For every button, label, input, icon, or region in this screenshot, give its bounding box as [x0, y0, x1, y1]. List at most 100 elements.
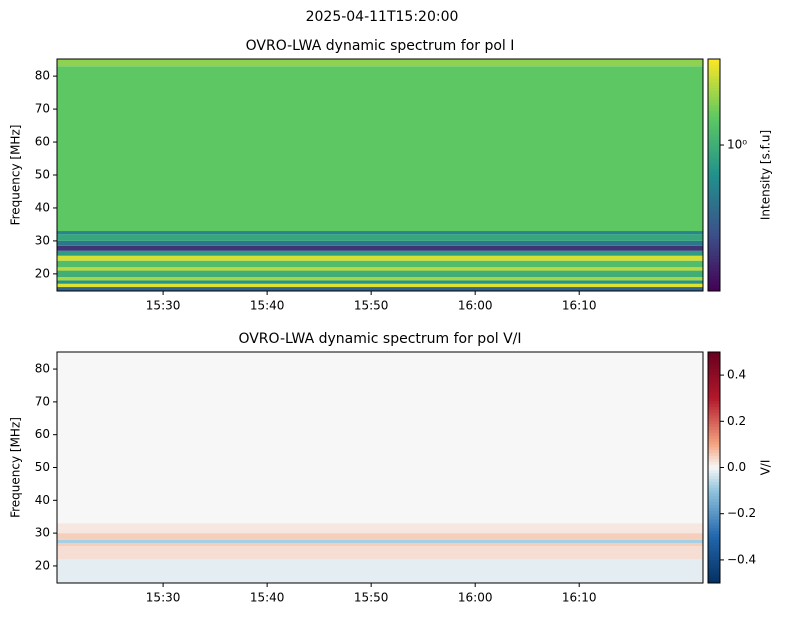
colorbar-cell — [708, 531, 720, 535]
colorbar-cell — [708, 73, 720, 77]
colorbar-cell — [708, 525, 720, 529]
spectrum-band — [57, 231, 703, 235]
colorbar-cell — [708, 148, 720, 153]
colorbar-cell — [708, 273, 720, 277]
colorbar-cell — [708, 409, 720, 414]
y-tick-label: 50 — [35, 460, 50, 474]
colorbar-cell — [708, 363, 720, 367]
colorbar-cell — [708, 146, 720, 150]
colorbar-cell — [708, 479, 720, 483]
x-tick-label: 15:30 — [146, 299, 181, 313]
colorbar-cell — [708, 447, 720, 451]
colorbar-cell — [708, 580, 720, 584]
colorbar-cell — [708, 383, 720, 388]
colorbar-cell — [708, 204, 720, 208]
colorbar-cell — [708, 499, 720, 503]
colorbar-cell — [708, 183, 720, 188]
colorbar-cell — [708, 502, 720, 506]
colorbar-cell — [708, 82, 720, 86]
spectrum-band — [57, 245, 703, 251]
colorbar-cell — [708, 551, 720, 555]
spectrum-band — [57, 546, 703, 560]
colorbar-cell — [708, 244, 720, 248]
colorbar-cell — [708, 476, 720, 480]
colorbar-cell — [708, 195, 720, 199]
colorbar-cell — [708, 79, 720, 83]
colorbar-cell — [708, 128, 720, 132]
colorbar-tick-label: 0.0 — [727, 460, 746, 474]
colorbar-cell — [708, 369, 720, 373]
colorbar-cell — [708, 375, 720, 379]
y-tick-label: 80 — [35, 69, 50, 83]
y-tick-label: 60 — [35, 427, 50, 441]
colorbar-cell — [708, 455, 720, 460]
colorbar-cell — [708, 427, 720, 431]
colorbar-cell — [708, 264, 720, 269]
colorbar-cell — [708, 542, 720, 546]
colorbar-cell — [708, 548, 720, 552]
colorbar-cell — [708, 435, 720, 440]
colorbar-cell — [708, 444, 720, 448]
colorbar-cell — [708, 212, 720, 217]
y-tick-label: 60 — [35, 135, 50, 149]
colorbar-cell — [708, 259, 720, 263]
spectrum-band — [57, 240, 703, 246]
colorbar-cell — [708, 392, 720, 396]
colorbar-cell — [708, 571, 720, 575]
colorbar-cell — [708, 389, 720, 393]
y-axis-label: Frequency [MHz] — [9, 125, 23, 226]
colorbar-cell — [708, 215, 720, 219]
colorbar-cell — [708, 67, 720, 72]
colorbar-cell — [708, 227, 720, 231]
colorbar-cell — [708, 102, 720, 106]
colorbar-cell — [708, 125, 720, 130]
colorbar-cell — [708, 157, 720, 161]
colorbar-cell — [708, 201, 720, 205]
colorbar-cell — [708, 111, 720, 115]
colorbar-cell — [708, 352, 720, 356]
colorbar-cell — [708, 166, 720, 170]
colorbar-cell — [708, 401, 720, 405]
colorbar-cell — [708, 76, 720, 80]
colorbar-cell — [708, 163, 720, 167]
colorbar-cell — [708, 140, 720, 144]
x-tick-label: 16:00 — [458, 299, 493, 313]
colorbar-cell — [708, 93, 720, 98]
spectrum-band — [57, 234, 703, 241]
spectrum-band — [57, 66, 703, 232]
spectrum-band — [57, 270, 703, 278]
colorbar-cell — [708, 85, 720, 89]
colorbar-cell — [708, 516, 720, 520]
colorbar-cell — [708, 360, 720, 365]
colorbar-cell — [708, 224, 720, 228]
x-tick-label: 15:40 — [250, 591, 285, 605]
colorbar-label: V/I — [759, 460, 773, 476]
x-tick-label: 16:10 — [562, 591, 597, 605]
colorbar-cell — [708, 380, 720, 385]
colorbar-cell — [708, 230, 720, 234]
x-tick-label: 16:00 — [458, 591, 493, 605]
colorbar-cell — [708, 574, 720, 578]
colorbar-cell — [708, 64, 720, 69]
colorbar-cell — [708, 99, 720, 103]
y-tick-label: 40 — [35, 493, 50, 507]
colorbar-cell — [708, 262, 720, 266]
colorbar-cell — [708, 438, 720, 443]
colorbar-cell — [708, 137, 720, 141]
colorbar-cell — [708, 481, 720, 486]
spectrum-band — [57, 533, 703, 540]
colorbar-cell — [708, 539, 720, 544]
colorbar-cell — [708, 395, 720, 399]
colorbar-cell — [708, 108, 720, 112]
colorbar-cell — [708, 131, 720, 135]
spectrum-band — [57, 255, 703, 261]
spectrum-band — [57, 523, 703, 534]
colorbar-cell — [708, 143, 720, 147]
colorbar-cell — [708, 464, 720, 468]
colorbar-cell — [708, 490, 720, 494]
x-tick-label: 15:30 — [146, 591, 181, 605]
colorbar-cell — [708, 354, 720, 359]
colorbar-cell — [708, 70, 720, 74]
spectrum-band — [57, 260, 703, 268]
colorbar-cell — [708, 180, 720, 185]
